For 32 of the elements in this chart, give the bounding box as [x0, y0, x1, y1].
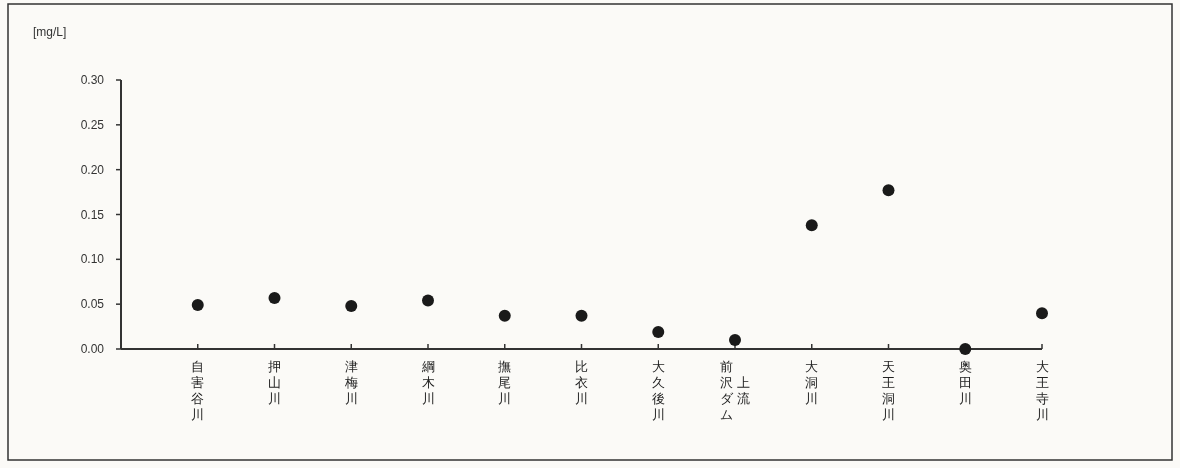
x-tick-label: 綱木川 — [420, 359, 435, 406]
y-tick-label: 0.00 — [80, 342, 105, 356]
point — [959, 343, 972, 355]
x-tick-label: 大王寺川 — [1035, 359, 1049, 422]
point — [575, 309, 588, 322]
point — [422, 294, 434, 307]
y-tick-label: 0.30 — [80, 73, 105, 87]
point — [729, 334, 741, 347]
point — [345, 299, 358, 312]
y-tick-label: 0.20 — [80, 162, 105, 177]
x-tick-label: 自害谷川 — [191, 359, 205, 422]
x-tick-label: 大久後川 — [651, 359, 665, 422]
point — [805, 219, 818, 232]
y-tick-label: 0.25 — [80, 117, 105, 132]
point — [498, 309, 511, 322]
x-tick-label: 比衣川 — [575, 359, 588, 406]
y-tick-label: 0.10 — [80, 252, 105, 267]
y-tick-label: 0.15 — [80, 207, 105, 222]
x-tick-label: 天王洞川 — [882, 359, 895, 422]
category-label: 前沢ダム上流 — [720, 359, 750, 422]
x-tick-label: 津梅川 — [343, 359, 358, 406]
x-tick-label: 押山川 — [268, 359, 281, 406]
y-axis-title: [mg/L] — [33, 25, 67, 39]
x-tick-label: 大洞川 — [805, 359, 819, 406]
point — [652, 325, 665, 338]
point — [1036, 307, 1048, 320]
x-tick-label: 撫尾川 — [498, 359, 512, 406]
point — [191, 299, 204, 312]
point — [268, 291, 281, 304]
y-tick-label: 0.05 — [80, 297, 105, 312]
x-tick-label: 奥田川 — [958, 359, 972, 406]
point — [882, 184, 895, 197]
